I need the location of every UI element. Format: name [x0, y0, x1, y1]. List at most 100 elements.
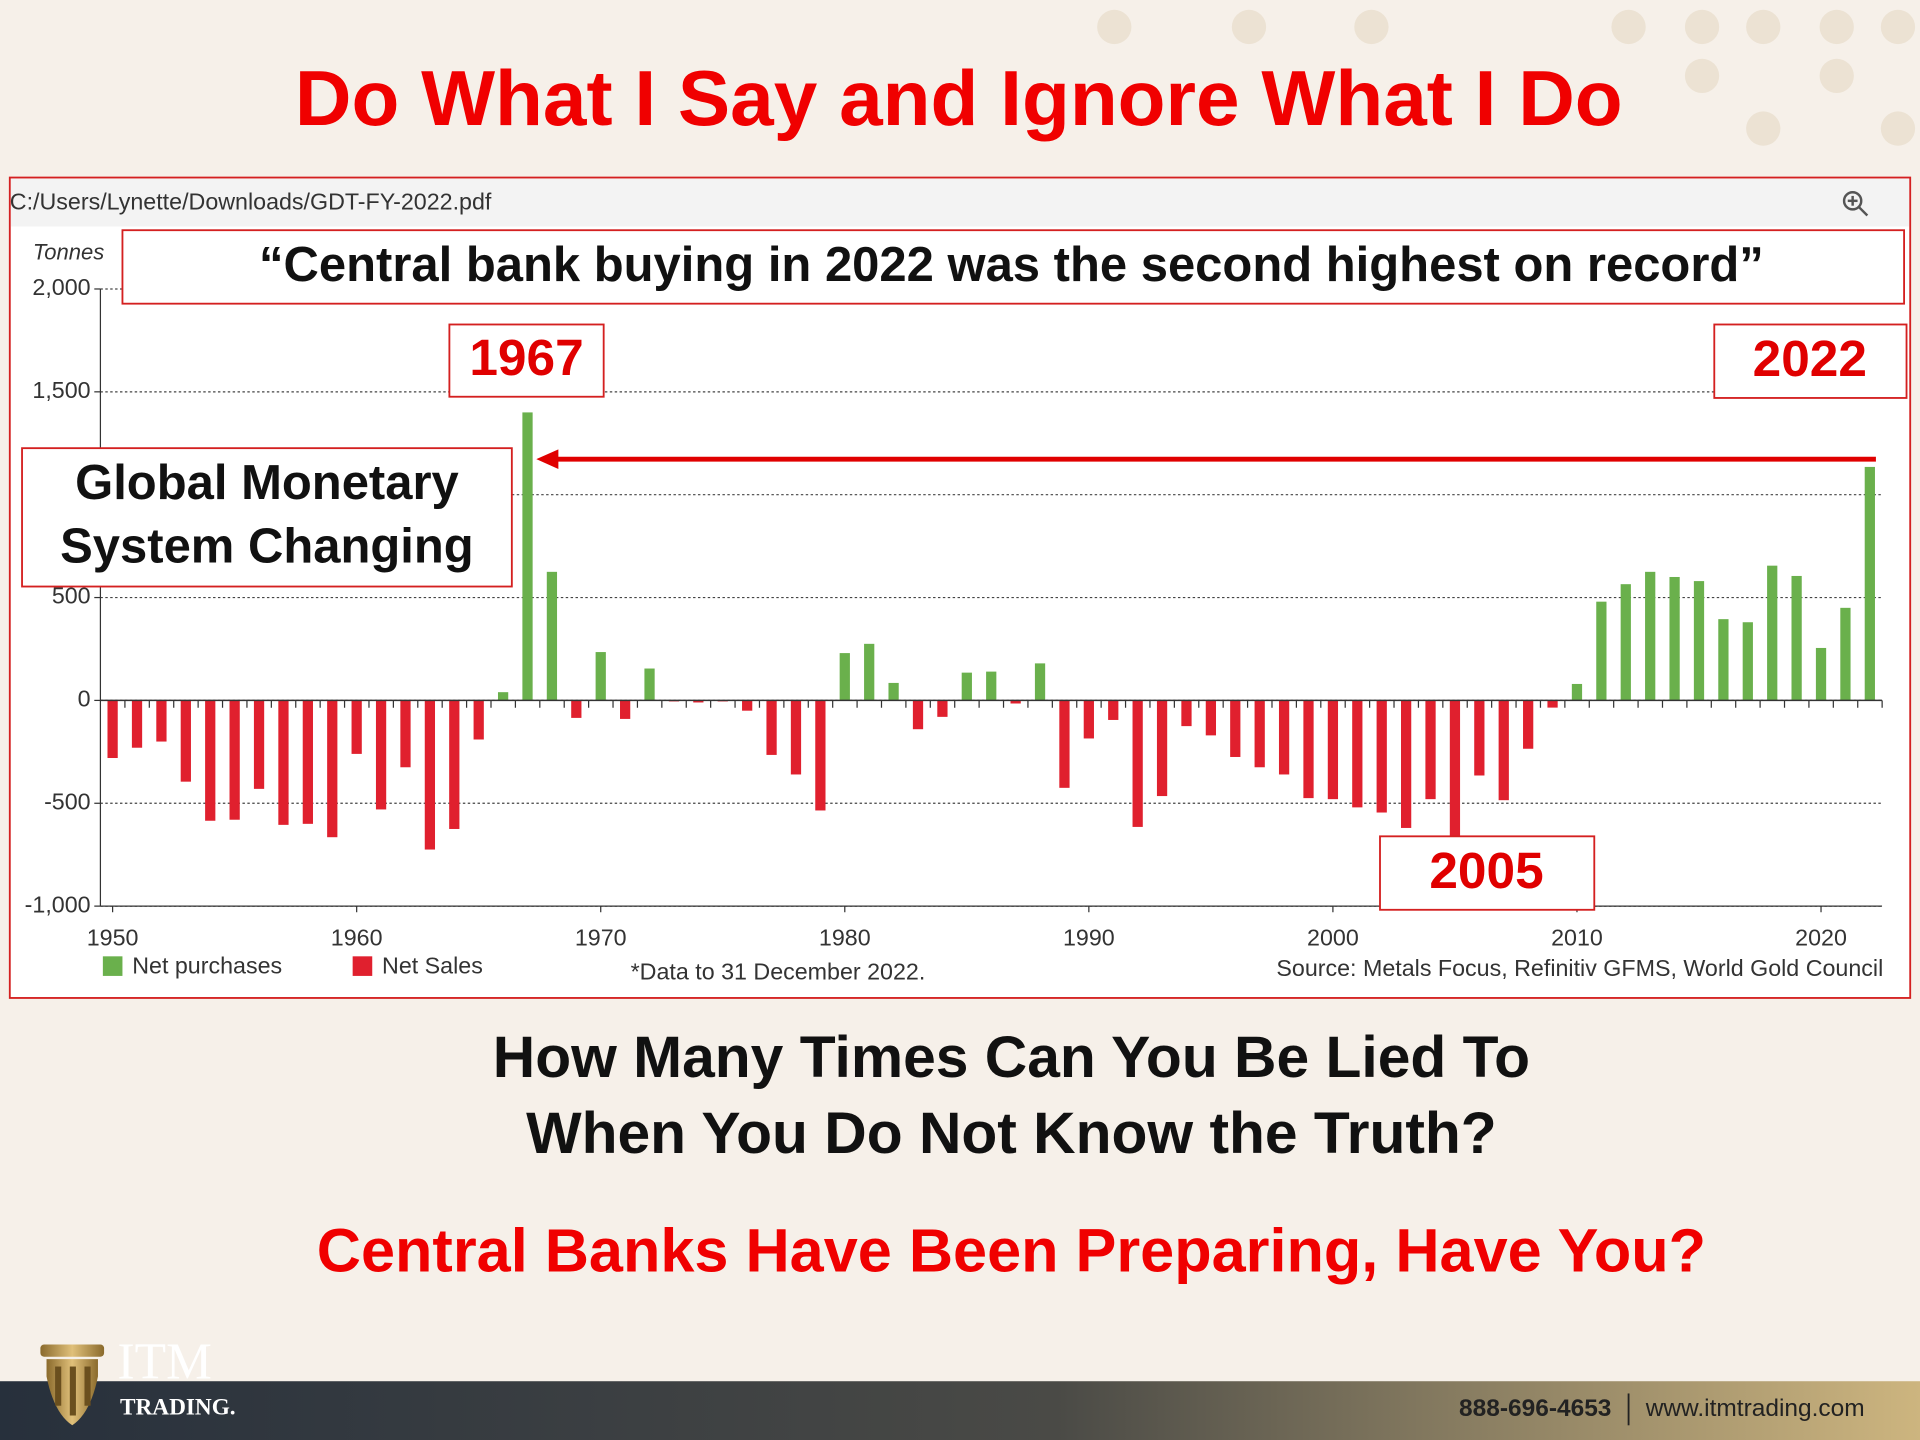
question: How Many Times Can You Be Lied To	[493, 1025, 1530, 1090]
closing: Central Banks Have Been Preparing, Have …	[317, 1216, 1706, 1284]
bar	[1523, 700, 1534, 749]
bar	[1327, 700, 1339, 800]
decor	[1097, 9, 1916, 146]
annotation: 2005	[1429, 841, 1543, 899]
callout-box	[21, 447, 513, 588]
bar	[546, 571, 558, 701]
bar	[1645, 571, 1656, 701]
bar	[1693, 581, 1705, 701]
bar	[595, 652, 606, 701]
annotation: 2022	[1753, 329, 1867, 387]
y-tick-label: 2,000	[32, 274, 90, 300]
x-tick-label: 1950	[87, 924, 139, 950]
x-tick-label: 1960	[331, 924, 383, 950]
y-axis-label: Tonnes	[33, 239, 104, 264]
bar	[1840, 607, 1851, 701]
bar	[1352, 700, 1363, 808]
legend-swatch	[352, 956, 373, 976]
x-tick-label: 1970	[575, 924, 627, 950]
x-tick-label: 2020	[1795, 924, 1847, 950]
y-tick-label: -1,000	[25, 891, 91, 917]
logo-name: ITM	[118, 1333, 212, 1390]
bar	[327, 700, 338, 838]
zoom-icon	[1842, 191, 1869, 217]
bar	[1864, 466, 1875, 701]
bar	[1425, 700, 1436, 800]
x-tick-label: 2000	[1307, 924, 1359, 950]
bar	[1156, 700, 1168, 797]
legend-label: Net Sales	[382, 952, 483, 978]
y-tick-label: 0	[78, 686, 91, 712]
bar	[375, 700, 387, 810]
y-tick-label: -500	[44, 788, 91, 814]
bar	[131, 700, 143, 748]
bar	[1376, 700, 1387, 813]
bar	[253, 700, 265, 789]
bar	[522, 412, 533, 701]
source: Source: Metals Focus, Refinitiv GFMS, Wo…	[1276, 955, 1883, 981]
bar	[229, 700, 240, 820]
logo-mark	[40, 1344, 105, 1426]
y-tick-label: 1,500	[32, 377, 90, 403]
bar	[571, 700, 582, 718]
bar	[1498, 700, 1509, 801]
bar	[156, 700, 167, 742]
logo-sub: TRADING.	[120, 1395, 236, 1421]
bar	[473, 700, 484, 740]
bar	[1620, 584, 1631, 701]
bar	[839, 653, 850, 701]
bar	[1401, 700, 1412, 828]
bar	[937, 700, 948, 717]
bar	[1742, 622, 1753, 701]
note: *Data to 31 December 2022.	[631, 959, 926, 985]
bar	[1596, 601, 1607, 701]
bar	[912, 700, 924, 730]
bar	[1230, 700, 1241, 757]
legend-swatch	[102, 956, 123, 976]
annotation-box	[1379, 835, 1596, 911]
bar	[888, 682, 899, 701]
bar	[766, 700, 777, 755]
bar	[1718, 619, 1729, 701]
bar	[1108, 700, 1119, 720]
x-tick-label: 1990	[1063, 924, 1115, 950]
bar	[1181, 700, 1192, 727]
bar	[1132, 700, 1143, 827]
bar	[1547, 700, 1558, 708]
bar	[1034, 663, 1046, 701]
bar	[107, 700, 118, 759]
file-path: C:/Users/Lynette/Downloads/GDT-FY-2022.p…	[10, 188, 492, 214]
bar	[449, 700, 460, 829]
footer-website: www.itmtrading.com	[1645, 1395, 1865, 1422]
x-tick-label: 2010	[1551, 924, 1603, 950]
quote: “Central bank buying in 2022 was the sec…	[259, 238, 1764, 292]
callout: System Changing	[60, 520, 474, 574]
bar	[497, 692, 509, 701]
bar	[790, 700, 802, 775]
bar	[864, 643, 875, 701]
viewer-bar	[11, 178, 1909, 227]
footer-bar	[0, 1381, 1920, 1440]
bar	[1474, 700, 1485, 776]
bar	[1059, 700, 1070, 788]
annotation-box	[1713, 323, 1908, 399]
bar	[620, 700, 631, 719]
bar	[1571, 683, 1583, 701]
bar	[961, 672, 972, 701]
x-tick-label: 1980	[819, 924, 871, 950]
legend-label: Net purchases	[132, 952, 282, 978]
overlays: “Central bank buying in 2022 was the sec…	[21, 229, 1908, 911]
bar	[1278, 700, 1290, 775]
bar	[1815, 647, 1827, 701]
bar	[400, 700, 411, 768]
bar	[1303, 700, 1314, 799]
arrow-head	[536, 449, 559, 469]
bar	[1254, 700, 1265, 768]
bar	[693, 700, 704, 703]
quote-box	[121, 229, 1905, 305]
title: Do What I Say and Ignore What I Do	[295, 54, 1623, 142]
bar	[644, 668, 655, 701]
bar	[180, 700, 191, 782]
